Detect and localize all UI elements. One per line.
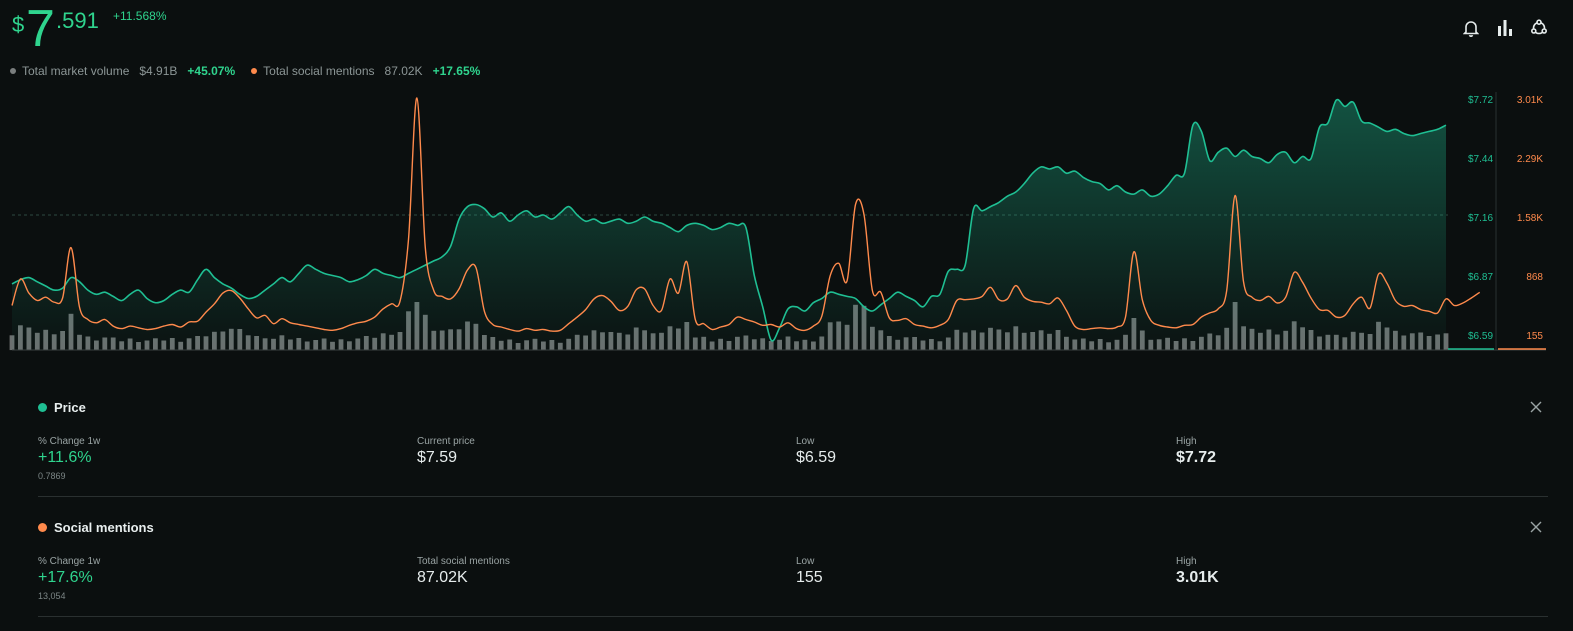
stat-value: $7.72 [1176, 449, 1217, 466]
price-currency: $ [12, 12, 25, 37]
price-section-title: Price [38, 400, 86, 415]
volume-legend-label: Total market volume [22, 64, 130, 78]
stat-value: $7.59 [417, 449, 458, 466]
stat-sub: 0.7869 [38, 471, 66, 481]
mentions-legend-value: 87.02K [384, 64, 423, 78]
bar-chart-icon[interactable] [1495, 18, 1515, 38]
price-axis-tick: $6.87 [1468, 272, 1493, 283]
current-price-stat: Current price $7.59 [417, 436, 475, 467]
price-axis-tick: $6.59 [1468, 331, 1493, 342]
stat-sub: 13,054 [38, 591, 66, 601]
stat-label: High [1176, 556, 1197, 567]
mentions-section: Social mentions % Change 1w +17.6% 13,05… [38, 520, 1548, 617]
stat-label: Low [796, 436, 815, 447]
stat-label: Low [796, 556, 815, 567]
price-low-stat: Low $6.59 [796, 436, 836, 467]
close-icon[interactable] [1530, 520, 1544, 534]
price-mentions-chart[interactable]: $7.72 $7.44 $7.16 $6.87 $6.59 3.01K 2.29K 1.58K… [0, 88, 1573, 352]
price-change-stat: % Change 1w +11.6% 0.7869 [38, 436, 100, 481]
mentions-line [11, 97, 1481, 332]
mentions-change-stat: % Change 1w +17.6% 13,054 [38, 556, 100, 601]
mentions-low-stat: Low 155 [796, 556, 823, 587]
price-change: +11.568% [113, 9, 167, 23]
stat-value: +11.6% [38, 449, 92, 466]
mentions-section-label: Social mentions [54, 520, 154, 535]
mentions-axis-tick: 155 [1526, 331, 1543, 342]
stat-label: % Change 1w [38, 556, 101, 567]
header: $ 7 .591 +11.568% [10, 0, 1563, 60]
mentions-axis-tick: 3.01K [1517, 95, 1543, 106]
mentions-high-stat: High 3.01K [1176, 556, 1219, 587]
total-mentions-stat: Total social mentions 87.02K [417, 556, 510, 587]
price-line [11, 98, 1447, 342]
mentions-legend-change: +17.65% [432, 64, 481, 78]
volume-legend-change: +45.07% [187, 64, 236, 78]
stat-value: +17.6% [38, 569, 93, 586]
price-decimal: .591 [56, 8, 99, 33]
stat-label: Current price [417, 436, 475, 447]
stat-label: Total social mentions [417, 556, 510, 567]
mentions-legend-label: Total social mentions [263, 64, 375, 78]
share-icon[interactable] [1529, 18, 1549, 38]
stat-label: High [1176, 436, 1197, 447]
mentions-axis-tick: 868 [1526, 272, 1543, 283]
stat-value: 3.01K [1176, 569, 1219, 586]
mentions-axis-tick: 1.58K [1517, 213, 1543, 224]
price-axis-tick: $7.72 [1468, 95, 1493, 106]
mentions-section-title: Social mentions [38, 520, 154, 535]
price-integer: 7 [26, 0, 55, 58]
stat-value: 155 [796, 569, 823, 586]
price-area [12, 99, 1446, 351]
stat-label: % Change 1w [38, 436, 101, 447]
mentions-axis-tick: 2.29K [1517, 154, 1543, 165]
price-axis-tick: $7.16 [1468, 213, 1493, 224]
stat-value: 87.02K [417, 569, 468, 586]
mentions-legend-dot [251, 68, 258, 74]
chart-legend: Total market volume $4.91B +45.07% Total… [10, 64, 490, 78]
price-high-stat: High $7.72 [1176, 436, 1216, 467]
price-section: Price % Change 1w +11.6% 0.7869 Current … [38, 400, 1548, 497]
toolbar [1461, 18, 1549, 38]
volume-legend-dot [10, 68, 16, 74]
volume-legend-value: $4.91B [139, 64, 178, 78]
stat-value: $6.59 [796, 449, 837, 466]
bell-icon[interactable] [1461, 18, 1481, 38]
price-section-dot [38, 403, 47, 412]
mentions-section-dot [38, 523, 47, 532]
close-icon[interactable] [1530, 400, 1544, 414]
price-axis-tick: $7.44 [1468, 154, 1493, 165]
price-section-label: Price [54, 400, 86, 415]
